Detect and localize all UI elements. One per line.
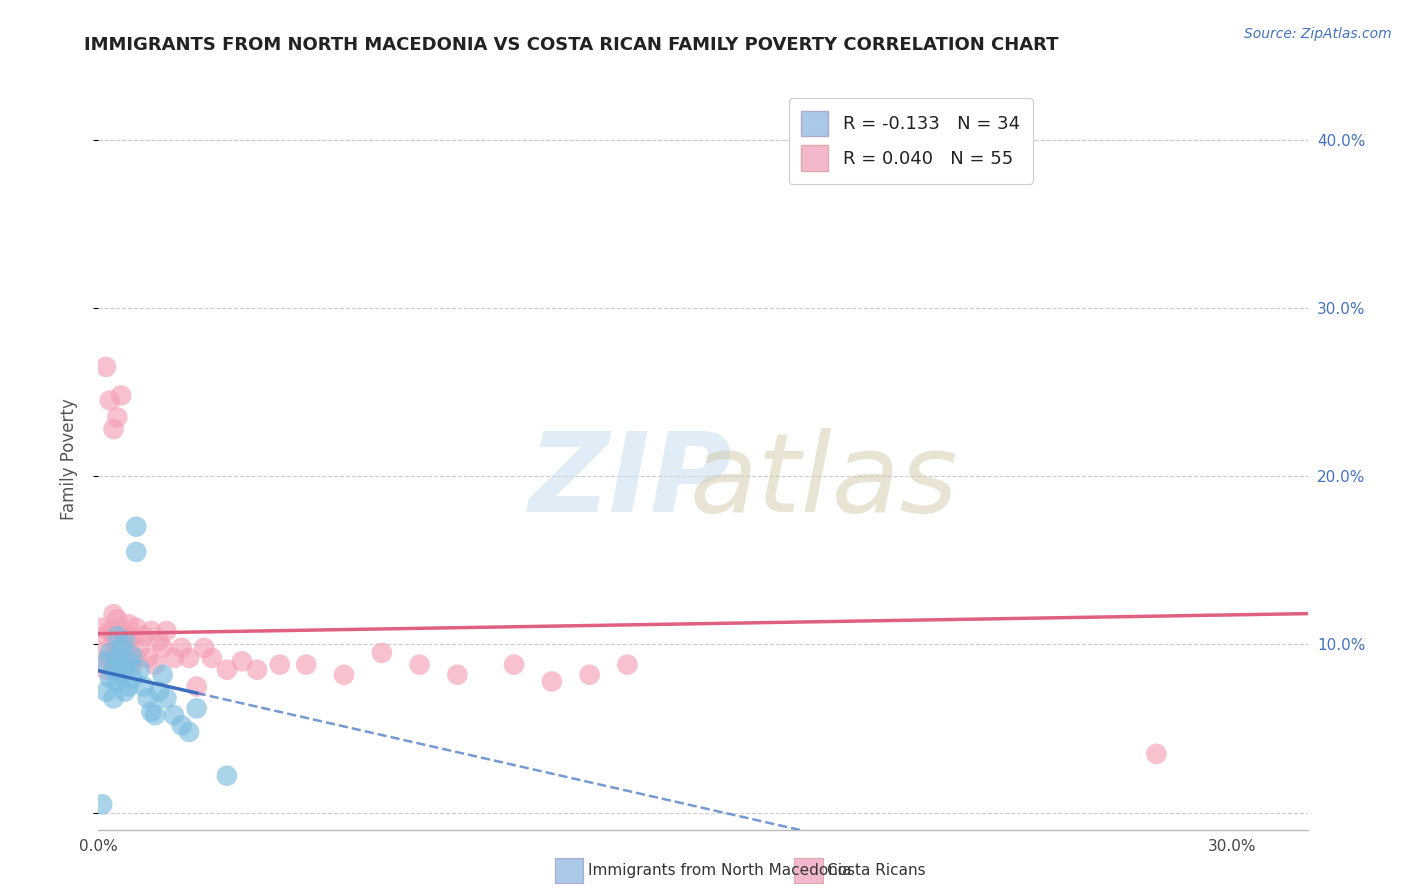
Point xyxy=(446,667,468,681)
Point xyxy=(103,663,125,677)
Point xyxy=(91,621,114,635)
Point xyxy=(170,640,193,655)
Point xyxy=(105,410,128,425)
Point xyxy=(269,657,291,672)
Point xyxy=(103,657,125,672)
Point xyxy=(333,667,356,681)
Point xyxy=(371,646,394,660)
Point xyxy=(114,659,136,673)
Point xyxy=(110,624,132,638)
Point xyxy=(152,667,174,681)
Point xyxy=(148,634,170,648)
Point xyxy=(295,657,318,672)
Point xyxy=(118,680,141,694)
Point xyxy=(121,671,143,685)
Legend: R = -0.133   N = 34, R = 0.040   N = 55: R = -0.133 N = 34, R = 0.040 N = 55 xyxy=(789,98,1032,184)
Point xyxy=(121,649,143,664)
Point xyxy=(98,624,121,638)
Point xyxy=(105,637,128,651)
Point xyxy=(143,657,166,672)
Text: Source: ZipAtlas.com: Source: ZipAtlas.com xyxy=(1244,27,1392,41)
Point xyxy=(125,621,148,635)
Point xyxy=(118,646,141,660)
Point xyxy=(155,691,177,706)
Point xyxy=(110,651,132,665)
Point xyxy=(94,663,117,677)
Point xyxy=(152,640,174,655)
Point xyxy=(186,701,208,715)
Point xyxy=(186,680,208,694)
Point xyxy=(121,631,143,645)
Point xyxy=(129,640,152,655)
Point xyxy=(141,624,163,638)
Point xyxy=(114,657,136,672)
Point xyxy=(94,654,117,668)
Point xyxy=(578,667,600,681)
Point xyxy=(114,684,136,698)
Point xyxy=(141,705,163,719)
Point xyxy=(170,718,193,732)
Point xyxy=(114,629,136,643)
Point xyxy=(136,651,159,665)
Point xyxy=(125,519,148,533)
Point xyxy=(103,422,125,436)
Point xyxy=(98,671,121,685)
Point xyxy=(105,612,128,626)
Point xyxy=(98,646,121,660)
Point xyxy=(114,634,136,648)
Point xyxy=(105,651,128,665)
Point xyxy=(179,651,201,665)
Point xyxy=(215,769,238,783)
Point xyxy=(408,657,430,672)
Point xyxy=(105,629,128,643)
Point xyxy=(94,629,117,643)
Point xyxy=(94,359,117,374)
Point xyxy=(105,674,128,689)
Point xyxy=(215,663,238,677)
Text: Immigrants from North Macedonia: Immigrants from North Macedonia xyxy=(588,863,851,878)
Point xyxy=(91,646,114,660)
Point xyxy=(110,640,132,655)
Point xyxy=(103,634,125,648)
Point xyxy=(148,684,170,698)
Point xyxy=(155,624,177,638)
Point xyxy=(98,651,121,665)
Point xyxy=(231,654,253,668)
Point xyxy=(616,657,638,672)
Point xyxy=(118,654,141,668)
Point xyxy=(540,674,562,689)
Point xyxy=(110,388,132,402)
Point xyxy=(105,663,128,677)
Point xyxy=(179,725,201,739)
Point xyxy=(132,629,155,643)
Point xyxy=(193,640,215,655)
Point xyxy=(163,708,186,723)
Text: Costa Ricans: Costa Ricans xyxy=(827,863,925,878)
Point xyxy=(121,657,143,672)
Point xyxy=(136,691,159,706)
Point xyxy=(125,651,148,665)
Point xyxy=(503,657,526,672)
Text: ZIP: ZIP xyxy=(529,428,733,535)
Text: IMMIGRANTS FROM NORTH MACEDONIA VS COSTA RICAN FAMILY POVERTY CORRELATION CHART: IMMIGRANTS FROM NORTH MACEDONIA VS COSTA… xyxy=(84,36,1059,54)
Point xyxy=(103,607,125,622)
Y-axis label: Family Poverty: Family Poverty xyxy=(59,399,77,520)
Point xyxy=(129,663,152,677)
Point xyxy=(143,708,166,723)
Point xyxy=(110,666,132,681)
Point xyxy=(1146,747,1168,761)
Text: atlas: atlas xyxy=(689,428,959,535)
Point xyxy=(163,651,186,665)
Point xyxy=(118,617,141,632)
Point xyxy=(94,684,117,698)
Point xyxy=(125,545,148,559)
Point xyxy=(98,393,121,408)
Point xyxy=(103,691,125,706)
Point xyxy=(132,680,155,694)
Point xyxy=(246,663,269,677)
Point xyxy=(91,797,114,812)
Point xyxy=(201,651,224,665)
